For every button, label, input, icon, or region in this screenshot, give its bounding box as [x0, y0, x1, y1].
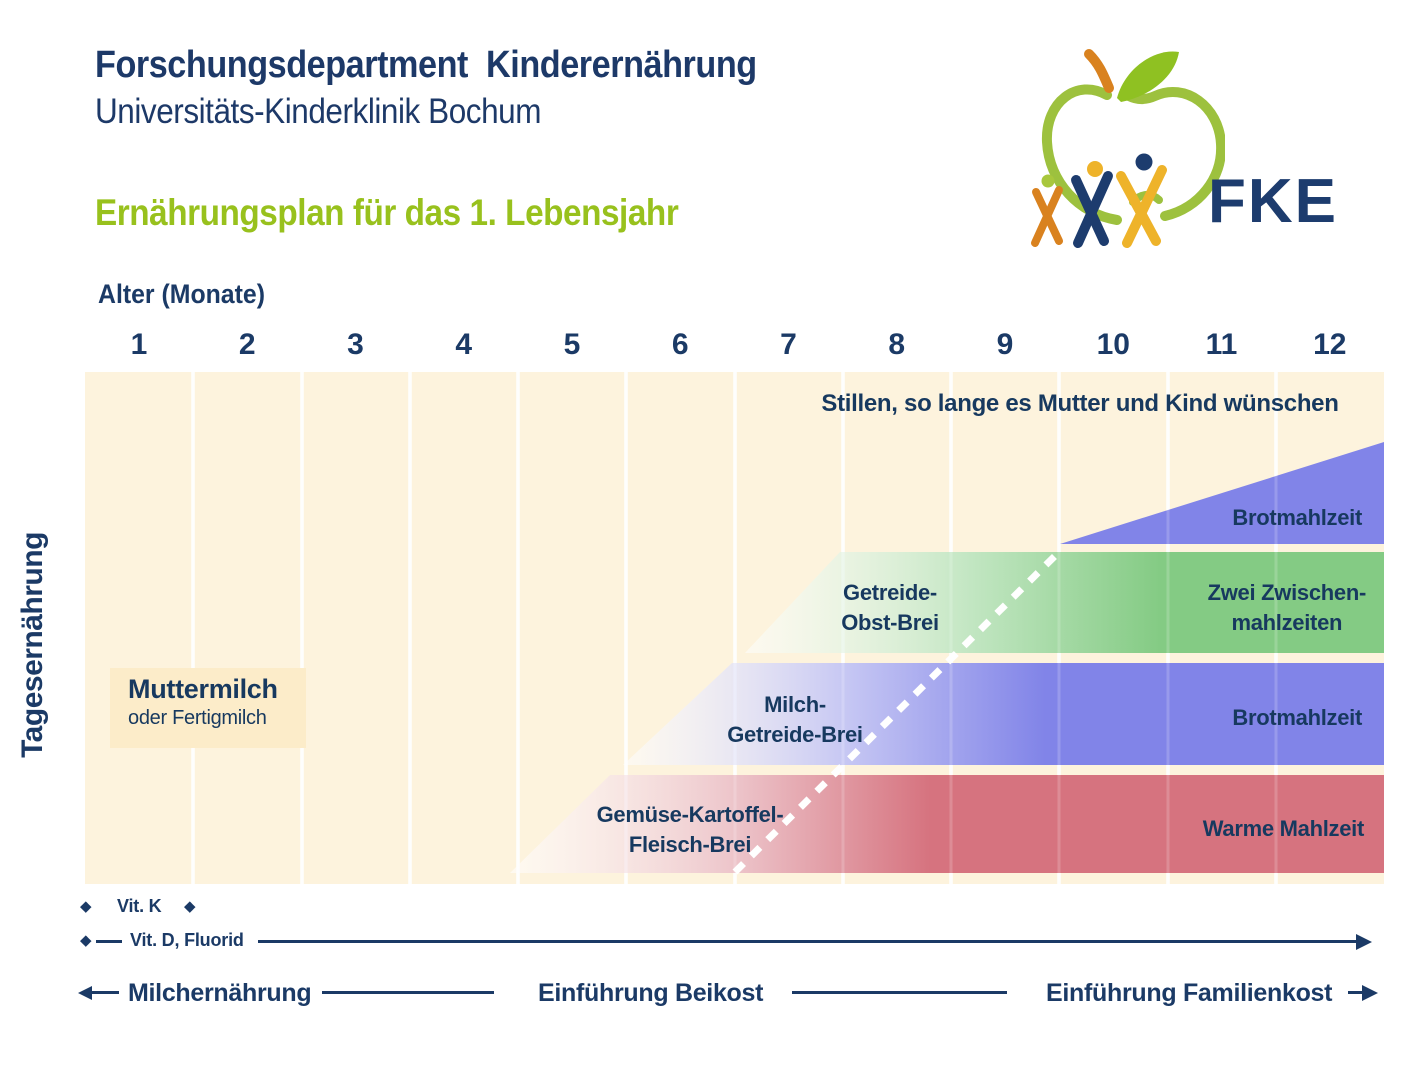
month-tick-2: 2: [238, 328, 256, 361]
institute-subtitle: Universitäts-Kinderklinik Bochum: [95, 92, 542, 131]
figure-icon: [1122, 165, 1167, 248]
phase-left-arrow-icon: [78, 986, 92, 1000]
month-tick-9: 9: [996, 328, 1014, 361]
page-title: Ernährungsplan für das 1. Lebensjahr: [95, 192, 679, 233]
month-tick-5: 5: [563, 328, 581, 361]
band-bread-snack-label: Brotmahlzeit: [1232, 505, 1362, 530]
feeding-plan-chart: [85, 372, 1384, 884]
band-veg-meat-shape: [510, 775, 1384, 873]
vitd-start-dash: [96, 940, 122, 943]
month-tick-1: 1: [130, 328, 148, 361]
phase-left-dash: [91, 991, 119, 994]
band-two-snacks-label: Zwei Zwischen- mahlzeiten: [1207, 578, 1367, 638]
months-row: 1 2 3 4 5 6 7 8 9 10 11 12: [0, 328, 1424, 366]
month-tick-6: 6: [671, 328, 689, 361]
fke-logo-text: FKE: [1208, 167, 1338, 236]
phase-beikost-label: Einführung Beikost: [538, 979, 764, 1007]
month-tick-4: 4: [455, 328, 473, 361]
band-veg-line2: Fleisch-Brei: [628, 832, 752, 857]
band-veg-meat-label: Gemüse-Kartoffel- Fleisch-Brei: [575, 800, 805, 860]
month-tick-8: 8: [888, 328, 906, 361]
figure-icon: [1031, 186, 1063, 247]
band-milk-cereal-shape: [623, 663, 1384, 765]
vitd-start-marker-icon: ◆: [80, 932, 92, 949]
month-tick-7: 7: [780, 328, 797, 361]
figure-head-icon: [1135, 153, 1153, 171]
band-bread-snack-shape: [1060, 442, 1384, 544]
band-milk-cereal-line2: Getreide-Brei: [727, 722, 863, 747]
vitk-marker-1-icon: ◆: [80, 898, 92, 915]
figure-head-icon: [1087, 161, 1103, 177]
fke-apple-logo: [1031, 49, 1225, 248]
milk-title: Muttermilch: [128, 674, 278, 704]
band-bread-meal-label: Brotmahlzeit: [1232, 705, 1362, 730]
breastfeeding-note: Stillen, so lange es Mutter und Kind wün…: [821, 390, 1339, 417]
vitd-arrowhead-icon: [1356, 934, 1372, 950]
institute-title: Forschungsdepartment Kinderernährung: [95, 44, 757, 86]
band-cereal-fruit-line2: Obst-Brei: [841, 610, 939, 635]
vitk-label: Vit. K: [117, 896, 162, 916]
phase-right-arrow-icon: [1362, 985, 1378, 1001]
phase-line-1: [322, 991, 494, 994]
band-milk-cereal-label: Milch- Getreide-Brei: [700, 690, 890, 750]
milk-subtitle: oder Fertigmilch: [128, 707, 267, 729]
month-tick-10: 10: [1096, 328, 1130, 361]
figure-head-icon: [1041, 174, 1055, 188]
y-axis-title: Tagesernährung: [16, 532, 49, 758]
month-tick-3: 3: [347, 328, 364, 361]
phase-milk-label: Milchernährung: [128, 979, 312, 1007]
apple-outline-icon: [1124, 86, 1225, 221]
phase-line-2: [792, 991, 1007, 994]
phase-right-dash: [1348, 991, 1362, 994]
phase-family-label: Einführung Familienkost: [1046, 979, 1333, 1007]
vitd-range-line: [258, 940, 1356, 943]
transition-dotted-line: [732, 550, 1061, 875]
band-milk-cereal-line1: Milch-: [764, 692, 826, 717]
band-two-snacks-line1: Zwei Zwischen-: [1207, 580, 1367, 605]
month-tick-12: 12: [1313, 328, 1347, 361]
band-veg-line1: Gemüse-Kartoffel-: [596, 802, 784, 827]
band-cereal-fruit-shape: [745, 552, 1384, 653]
band-warm-meal-label: Warme Mahlzeit: [1202, 816, 1365, 841]
apple-leaf-icon: [1117, 51, 1179, 102]
milk-label-box: Muttermilch oder Fertigmilch: [110, 668, 306, 748]
band-cereal-fruit-line1: Getreide-: [843, 580, 937, 605]
x-axis-title: Alter (Monate): [98, 279, 265, 309]
vitd-label: Vit. D, Fluorid: [130, 930, 244, 950]
band-cereal-fruit-label: Getreide- Obst-Brei: [795, 578, 985, 638]
band-two-snacks-line2: mahlzeiten: [1231, 610, 1343, 635]
apple-stem-icon: [1084, 49, 1114, 93]
figure-icon: [1073, 171, 1113, 248]
month-tick-11: 11: [1205, 328, 1238, 361]
vitk-marker-2-icon: ◆: [184, 898, 196, 915]
